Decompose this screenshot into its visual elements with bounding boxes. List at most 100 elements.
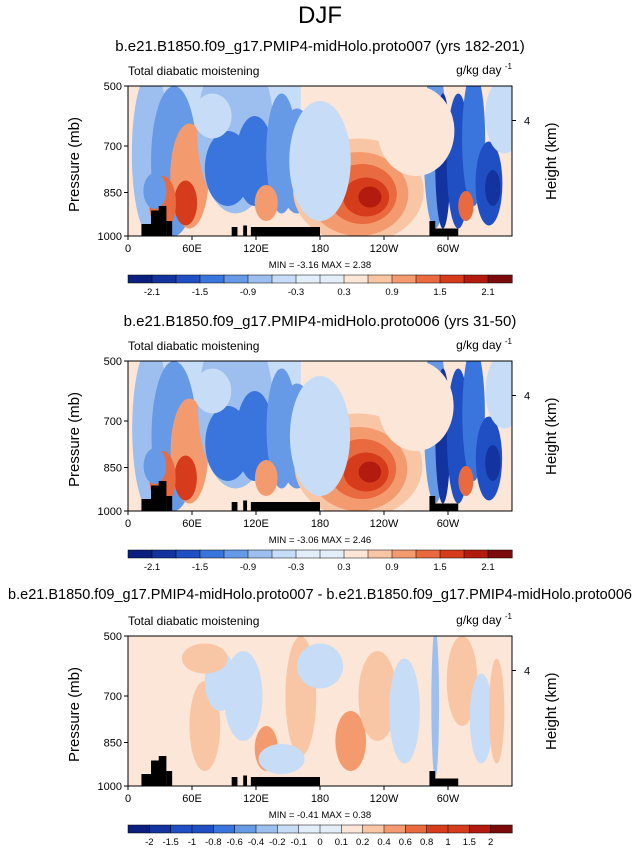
panel-1-ytick-label: 500 bbox=[104, 81, 122, 93]
panel-1-topography-6 bbox=[250, 227, 320, 236]
colorbar-label: -1.5 bbox=[192, 287, 208, 298]
panel-3-contour-12 bbox=[488, 658, 505, 764]
panel-1-title: b.e21.B1850.f09_g17.PMIP4-midHolo.proto0… bbox=[115, 38, 525, 55]
colorbar-box bbox=[151, 274, 177, 284]
colorbar-box bbox=[469, 824, 492, 834]
panel-2-contour-27 bbox=[485, 361, 512, 429]
panel-1-minmax: MIN = -3.16 MAX = 2.38 bbox=[268, 260, 372, 271]
panel-3-topography-7 bbox=[429, 771, 436, 786]
colorbar-box bbox=[271, 549, 297, 559]
colorbar-box bbox=[199, 274, 225, 284]
panel-1-xtick-label: 60E bbox=[182, 243, 202, 255]
colorbar-box bbox=[367, 549, 393, 559]
panel-3-contour-14 bbox=[258, 744, 305, 774]
colorbar-label: -0.3 bbox=[288, 562, 304, 573]
colorbar-label: -2 bbox=[145, 837, 153, 848]
panel-2-topography-5 bbox=[243, 500, 248, 511]
panel-3-ytick-label: 700 bbox=[104, 691, 122, 703]
colorbar-label: -0.1 bbox=[290, 837, 306, 848]
panel-2-contour-25 bbox=[458, 466, 474, 496]
colorbar-box bbox=[487, 549, 513, 559]
panel-1-topography-4 bbox=[231, 227, 238, 236]
colorbar-box bbox=[191, 824, 214, 834]
panel-3-contour-9 bbox=[431, 636, 440, 779]
panel-1-contour-17 bbox=[358, 186, 382, 208]
colorbar-box bbox=[383, 824, 406, 834]
panel-2-xtick-label: 60E bbox=[182, 518, 202, 530]
colorbar-box bbox=[175, 549, 201, 559]
panel-1-contour-5 bbox=[143, 173, 167, 209]
colorbar-box bbox=[127, 549, 153, 559]
panel-2-xtick-label: 180 bbox=[311, 518, 329, 530]
panel-3-topography-6 bbox=[250, 777, 320, 786]
panel-3-xtick-label: 180 bbox=[311, 793, 329, 805]
panel-1-topography-3 bbox=[166, 221, 173, 236]
main-title: DJF bbox=[298, 2, 342, 29]
panel-1-topography-8 bbox=[433, 228, 459, 236]
colorbar-box bbox=[255, 824, 278, 834]
panel-3-topography-4 bbox=[231, 777, 238, 786]
panel-3-contour-6 bbox=[335, 711, 367, 771]
colorbar-label: 0.3 bbox=[337, 287, 350, 298]
colorbar-box bbox=[490, 824, 513, 834]
panel-3-units-label: g/kg day -1 bbox=[456, 612, 512, 627]
colorbar-label: 0.2 bbox=[356, 837, 369, 848]
panel-3-colorbar: -2 -1.5 -1 -0.8 -0.6 -0.4 -0.2 -0.1 0 0.1 0.2 0.4 0.… bbox=[127, 824, 513, 848]
panel-1-colorbar: -2.1 -1.5 -0.9 -0.3 0.3 0.9 1.5 2.1 bbox=[127, 274, 513, 298]
colorbar-label: 0.9 bbox=[385, 287, 398, 298]
colorbar-label: -1.5 bbox=[162, 837, 178, 848]
colorbar-label: -0.2 bbox=[269, 837, 285, 848]
panel-3-topography-8 bbox=[433, 778, 459, 786]
panel-2-contour-26 bbox=[378, 361, 454, 451]
colorbar-box bbox=[127, 824, 150, 834]
colorbar-label: 0.8 bbox=[420, 837, 433, 848]
panel-2-colorbar: -2.1 -1.5 -0.9 -0.3 0.3 0.9 1.5 2.1 bbox=[127, 549, 513, 573]
colorbar-box bbox=[295, 549, 321, 559]
panel-3-topography-2 bbox=[158, 756, 167, 786]
panel-3-contour-5 bbox=[296, 643, 344, 689]
panel-1-contour-18 bbox=[289, 101, 351, 221]
colorbar-box bbox=[277, 824, 300, 834]
panel-2-topography-8 bbox=[433, 503, 459, 511]
colorbar-label: 2 bbox=[488, 837, 493, 848]
colorbar-label: 1 bbox=[445, 837, 450, 848]
colorbar-label: -0.9 bbox=[240, 562, 256, 573]
colorbar-label: -0.8 bbox=[205, 837, 221, 848]
panel-1-ytick-label: 700 bbox=[104, 141, 122, 153]
colorbar-label: 0 bbox=[317, 837, 322, 848]
colorbar-label: 2.1 bbox=[481, 562, 494, 573]
colorbar-box bbox=[487, 274, 513, 284]
panel-1-contour-24 bbox=[485, 170, 501, 206]
panel-2-xtick-label: 60W bbox=[437, 518, 460, 530]
colorbar-box bbox=[213, 824, 236, 834]
colorbar-label: 0.9 bbox=[385, 562, 398, 573]
panel-1-contour-12 bbox=[193, 93, 232, 139]
panel-2-title: b.e21.B1850.f09_g17.PMIP4-midHolo.proto0… bbox=[123, 313, 517, 330]
colorbar-label: 1.5 bbox=[433, 562, 446, 573]
panel-2-units-label: g/kg day -1 bbox=[456, 337, 512, 352]
colorbar-label: 0.1 bbox=[335, 837, 348, 848]
colorbar-box bbox=[247, 274, 273, 284]
colorbar-box bbox=[223, 549, 249, 559]
panel-3-ytick-label: 500 bbox=[104, 631, 122, 643]
colorbar-label: -1.5 bbox=[192, 562, 208, 573]
colorbar-box bbox=[170, 824, 193, 834]
colorbar-label: 0.4 bbox=[377, 837, 390, 848]
colorbar-label: -1 bbox=[188, 837, 196, 848]
panel-2-xtick-label: 120W bbox=[370, 518, 399, 530]
panel-2-contour-8 bbox=[235, 391, 274, 481]
panel-1-contour-11 bbox=[254, 185, 278, 221]
panel-2-ytick-label: 1000 bbox=[98, 506, 122, 518]
panel-2-ylabel-right: Height (km) bbox=[543, 397, 560, 475]
colorbar-box bbox=[362, 824, 385, 834]
panel-1-ytick-label: 1000 bbox=[98, 231, 122, 243]
colorbar-label: 0.3 bbox=[337, 562, 350, 573]
panel-2-variable-label: Total diabatic moistening bbox=[128, 339, 260, 353]
panel-1-xtick-label: 60W bbox=[437, 243, 460, 255]
panel-3-xtick-label: 60E bbox=[182, 793, 202, 805]
panel-2-contour-3 bbox=[174, 455, 197, 501]
colorbar-box bbox=[234, 824, 257, 834]
colorbar-box bbox=[319, 274, 345, 284]
colorbar-label: -0.9 bbox=[240, 287, 256, 298]
